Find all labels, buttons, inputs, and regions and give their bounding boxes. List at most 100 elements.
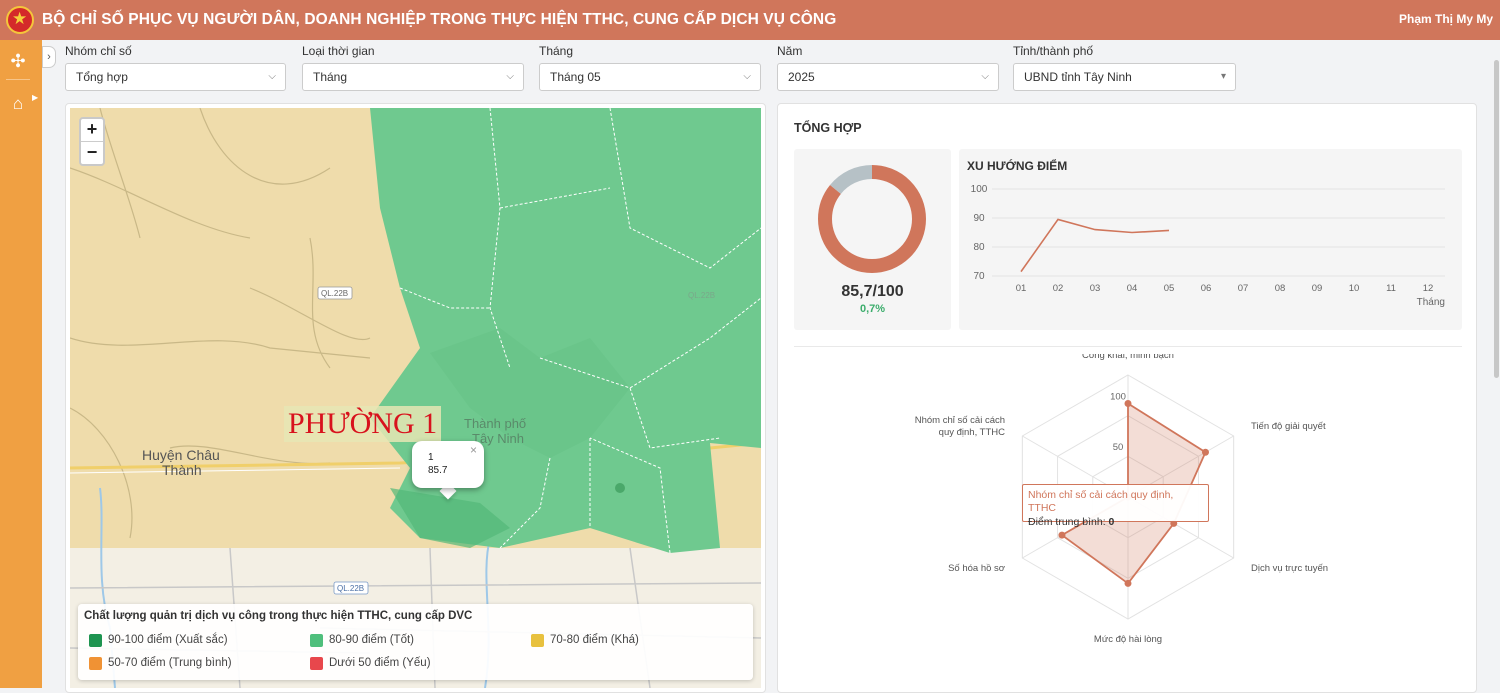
month-select[interactable]: Tháng 05 ⌵	[539, 63, 761, 91]
chevron-down-icon: ⌵	[506, 71, 514, 82]
filter-label: Tháng	[539, 44, 574, 58]
select-value: Tổng hợp	[76, 70, 128, 84]
select-value: UBND tỉnh Tây Ninh	[1024, 70, 1132, 84]
place-label: Thành phố	[464, 416, 526, 431]
map-base: QL.22B QL.22B QL.22B Huyện Châu Thành Th…	[70, 108, 761, 688]
legend-swatch	[89, 657, 102, 670]
highlighted-ward-label: PHƯỜNG 1	[284, 406, 442, 442]
index-group-select[interactable]: Tổng hợp ⌵	[65, 63, 286, 91]
caret-right-icon: ▶	[32, 93, 39, 102]
chevron-down-icon: ⌵	[743, 71, 751, 82]
donut-slice	[818, 165, 926, 273]
trend-title: XU HƯỚNG ĐIỂM	[967, 159, 1068, 173]
filter-label: Loại thời gian	[302, 44, 375, 58]
legend-item: 70-80 điểm (Khá)	[528, 634, 639, 648]
score-change: 0,7%	[859, 303, 886, 315]
filter-time-type: Loại thời gian Tháng ⌵	[302, 44, 524, 92]
legend-swatch	[310, 634, 323, 647]
home-icon[interactable]: ⌂	[12, 94, 24, 113]
tooltip-value: 0	[1108, 516, 1115, 528]
radar-tooltip: Nhóm chỉ số cải cách quy định, TTHC Điểm…	[1022, 484, 1209, 528]
crosshair-arrows-icon[interactable]: ✣	[10, 51, 26, 71]
app-title: BỘ CHỈ SỐ PHỤC VỤ NGƯỜI DÂN, DOANH NGHIỆ…	[42, 11, 837, 28]
filter-label: Tỉnh/thành phố	[1013, 44, 1094, 58]
caret-down-icon: ▾	[1220, 71, 1226, 82]
radar-point	[1124, 399, 1132, 407]
close-icon[interactable]: ×	[470, 443, 478, 457]
score-value: 85,7/100	[841, 283, 904, 300]
filter-index-group: Nhóm chỉ số Tổng hợp ⌵	[65, 44, 286, 92]
filter-year: Năm 2025 ⌵	[777, 44, 999, 92]
y-tick-label: 70	[973, 271, 985, 282]
x-tick-label: 01	[1016, 283, 1027, 294]
score-panel: 85,7/100 0,7%	[794, 149, 951, 330]
y-tick-label: 100	[971, 184, 988, 195]
popup-score: 85.7	[428, 465, 448, 476]
user-name[interactable]: Phạm Thị My My	[1398, 12, 1493, 26]
x-axis-label: Tháng	[1417, 297, 1445, 308]
chevron-down-icon: ⌵	[268, 71, 276, 82]
map-view[interactable]: QL.22B QL.22B QL.22B Huyện Châu Thành Th…	[70, 108, 761, 688]
zoom-out-button[interactable]: −	[86, 142, 98, 162]
place-label: Huyện Châu	[142, 447, 220, 463]
zoom-control: + −	[79, 117, 105, 166]
legend-title: Chất lượng quản trị dịch vụ công trong t…	[84, 610, 473, 622]
place-label: Tây Ninh	[472, 431, 524, 446]
trend-line-chart: 70 80 90 100 01 02 03 04 05 06 07 08 09 10 11 12 Tháng	[971, 184, 1445, 308]
score-donut-chart	[818, 165, 926, 273]
filter-label: Nhóm chỉ số	[65, 44, 132, 58]
select-value: Tháng	[313, 70, 348, 84]
radar-axis-label: Dịch vụ trực tuyến	[1251, 563, 1328, 574]
filter-label: Năm	[777, 44, 803, 58]
radar-tick-label: 100	[1110, 391, 1126, 402]
sidebar-toggle-button[interactable]: ›	[42, 46, 56, 68]
x-tick-label: 08	[1275, 283, 1286, 294]
zoom-in-button[interactable]: +	[86, 119, 98, 139]
sidebar: ✣ ▶ ⌂	[0, 40, 42, 688]
select-value: Tháng 05	[550, 70, 601, 84]
x-tick-label: 02	[1053, 283, 1064, 294]
map-legend: Chất lượng quản trị dịch vụ công trong t…	[78, 604, 753, 680]
time-type-select[interactable]: Tháng ⌵	[302, 63, 524, 91]
road-label: QL.22B	[321, 289, 348, 298]
legend-item: 80-90 điểm (Tốt)	[307, 634, 414, 648]
y-tick-label: 80	[973, 242, 985, 253]
sidebar-divider	[6, 79, 30, 80]
road-label: QL.22B	[688, 291, 715, 300]
legend-swatch	[89, 634, 102, 647]
radar-point	[1124, 579, 1132, 587]
province-select[interactable]: UBND tỉnh Tây Ninh ▾	[1013, 63, 1236, 91]
radar-axis-label: Tiến độ giải quyết	[1251, 421, 1326, 432]
radar-point	[1058, 531, 1066, 539]
radar-axis-label: Mức độ hài lòng	[1094, 634, 1162, 645]
year-select[interactable]: 2025 ⌵	[777, 63, 999, 91]
summary-card: TỔNG HỢP 85,7/100 0,7% XU HƯỚNG ĐIỂM 70 8…	[777, 103, 1477, 693]
x-tick-label: 03	[1090, 283, 1101, 294]
trend-series-line	[1020, 218, 1170, 273]
select-value: 2025	[788, 70, 815, 84]
radar-point	[1201, 448, 1209, 456]
map-popup: × 1 85.7	[412, 441, 484, 488]
filter-province: Tỉnh/thành phố UBND tỉnh Tây Ninh ▾	[1013, 44, 1236, 92]
road-label: QL.22B	[337, 584, 364, 593]
x-tick-label: 09	[1312, 283, 1323, 294]
x-tick-label: 05	[1164, 283, 1175, 294]
summary-title: TỔNG HỢP	[794, 121, 862, 135]
radar-tick-label: 50	[1113, 442, 1124, 453]
x-tick-label: 12	[1423, 283, 1434, 294]
x-tick-label: 07	[1238, 283, 1249, 294]
app-header: ★ BỘ CHỈ SỐ PHỤC VỤ NGƯỜI DÂN, DOANH NGH…	[0, 0, 1500, 40]
place-label: Thành	[162, 462, 202, 478]
x-tick-label: 10	[1349, 283, 1360, 294]
page-scrollbar[interactable]	[1494, 60, 1499, 378]
x-tick-label: 04	[1127, 283, 1138, 294]
legend-swatch	[310, 657, 323, 670]
x-tick-label: 11	[1386, 283, 1396, 294]
y-tick-label: 90	[973, 213, 985, 224]
legend-item: Dưới 50 điểm (Yếu)	[307, 657, 431, 671]
radar-axis-label: Số hóa hồ sơ	[948, 563, 1005, 574]
chevron-down-icon: ⌵	[981, 71, 989, 82]
legend-item: 50-70 điểm (Trung bình)	[86, 657, 232, 671]
radar-axis-label: Công khai, minh bạch	[1082, 354, 1174, 361]
filter-month: Tháng Tháng 05 ⌵	[539, 44, 761, 92]
